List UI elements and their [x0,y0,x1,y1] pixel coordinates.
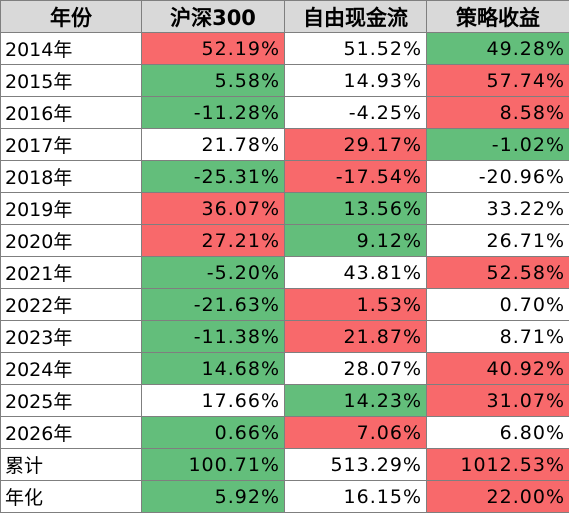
strategy-return-cell: -20.96% [426,160,569,193]
strategy-return-cell: 8.71% [426,320,569,353]
hs300-cell: 5.92% [141,480,285,513]
hs300-cell: 36.07% [141,192,285,225]
free-cash-flow-cell: 29.17% [284,128,427,161]
free-cash-flow-cell: -4.25% [284,96,427,129]
year-cell: 2025年 [0,384,142,417]
strategy-return-cell: 26.71% [426,224,569,257]
strategy-return-cell: 0.70% [426,288,569,321]
strategy-return-cell: 33.22% [426,192,569,225]
free-cash-flow-cell: 43.81% [284,256,427,289]
year-cell: 2020年 [0,224,142,257]
hs300-cell: 21.78% [141,128,285,161]
strategy-return-cell: 40.92% [426,352,569,385]
hs300-cell: 100.71% [141,448,285,481]
header-hs300: 沪深300 [141,0,285,33]
year-cell: 2016年 [0,96,142,129]
free-cash-flow-cell: 1.53% [284,288,427,321]
free-cash-flow-cell: 14.93% [284,64,427,97]
hs300-cell: -21.63% [141,288,285,321]
hs300-cell: -5.20% [141,256,285,289]
table-row: 2025年 17.66% 14.23% 31.07% [0,384,569,417]
year-cell: 年化 [0,480,142,513]
free-cash-flow-cell: 51.52% [284,32,427,65]
hs300-cell: 5.58% [141,64,285,97]
table-row: 2022年 -21.63% 1.53% 0.70% [0,288,569,321]
free-cash-flow-cell: 13.56% [284,192,427,225]
table-row: 2018年 -25.31% -17.54% -20.96% [0,160,569,193]
year-cell: 2019年 [0,192,142,225]
returns-table: 年份 沪深300 自由现金流 策略收益 2014年 52.19% 51.52% 49.… [0,0,569,513]
strategy-return-cell: 49.28% [426,32,569,65]
hs300-cell: 0.66% [141,416,285,449]
table-row: 2019年 36.07% 13.56% 33.22% [0,192,569,225]
free-cash-flow-cell: 9.12% [284,224,427,257]
year-cell: 2021年 [0,256,142,289]
free-cash-flow-cell: 28.07% [284,352,427,385]
header-row: 年份 沪深300 自由现金流 策略收益 [0,0,569,33]
strategy-return-cell: 6.80% [426,416,569,449]
free-cash-flow-cell: 21.87% [284,320,427,353]
year-cell: 2014年 [0,32,142,65]
year-cell: 2026年 [0,416,142,449]
table-row: 年化 5.92% 16.15% 22.00% [0,480,569,513]
hs300-cell: 17.66% [141,384,285,417]
header-free-cash-flow: 自由现金流 [284,0,427,33]
table-row: 2026年 0.66% 7.06% 6.80% [0,416,569,449]
free-cash-flow-cell: -17.54% [284,160,427,193]
hs300-cell: 14.68% [141,352,285,385]
year-cell: 2015年 [0,64,142,97]
strategy-return-cell: 31.07% [426,384,569,417]
year-cell: 累计 [0,448,142,481]
free-cash-flow-cell: 14.23% [284,384,427,417]
year-cell: 2024年 [0,352,142,385]
hs300-cell: -25.31% [141,160,285,193]
header-strategy-return: 策略收益 [426,0,569,33]
free-cash-flow-cell: 7.06% [284,416,427,449]
table-row: 2024年 14.68% 28.07% 40.92% [0,352,569,385]
strategy-return-cell: 1012.53% [426,448,569,481]
table-row: 2014年 52.19% 51.52% 49.28% [0,32,569,65]
table-row: 2017年 21.78% 29.17% -1.02% [0,128,569,161]
strategy-return-cell: 57.74% [426,64,569,97]
strategy-return-cell: 22.00% [426,480,569,513]
hs300-cell: 52.19% [141,32,285,65]
year-cell: 2017年 [0,128,142,161]
table-row: 2015年 5.58% 14.93% 57.74% [0,64,569,97]
free-cash-flow-cell: 513.29% [284,448,427,481]
header-year: 年份 [0,0,142,33]
table-row: 累计 100.71% 513.29% 1012.53% [0,448,569,481]
strategy-return-cell: 8.58% [426,96,569,129]
hs300-cell: -11.38% [141,320,285,353]
year-cell: 2023年 [0,320,142,353]
table-row: 2021年 -5.20% 43.81% 52.58% [0,256,569,289]
strategy-return-cell: -1.02% [426,128,569,161]
table-row: 2016年 -11.28% -4.25% 8.58% [0,96,569,129]
year-cell: 2018年 [0,160,142,193]
year-cell: 2022年 [0,288,142,321]
hs300-cell: -11.28% [141,96,285,129]
free-cash-flow-cell: 16.15% [284,480,427,513]
hs300-cell: 27.21% [141,224,285,257]
table-row: 2023年 -11.38% 21.87% 8.71% [0,320,569,353]
strategy-return-cell: 52.58% [426,256,569,289]
table-row: 2020年 27.21% 9.12% 26.71% [0,224,569,257]
